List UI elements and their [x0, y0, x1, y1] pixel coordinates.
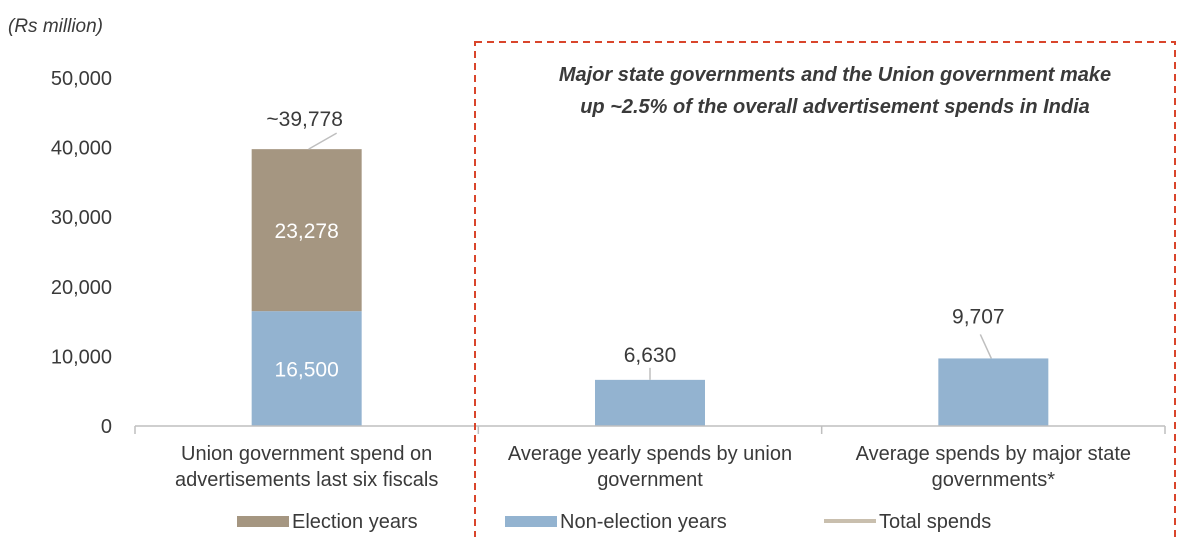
total-leader-lines: [308, 132, 993, 380]
bar-segment: [595, 379, 705, 426]
category-label-line: advertisements last six fiscals: [175, 469, 438, 491]
annotation-line-1: Major state governments and the Union go…: [559, 64, 1111, 86]
bar-segment: [251, 311, 362, 426]
y-tick-label: 50,000: [51, 68, 112, 90]
legend-label: Election years: [292, 511, 418, 533]
y-tick-label: 40,000: [51, 138, 112, 160]
bar-segment: [938, 358, 1049, 426]
bars: [251, 149, 1049, 426]
legend-label: Total spends: [879, 511, 991, 533]
legend-swatch: [505, 516, 557, 527]
y-tick-label: 10,000: [51, 346, 112, 368]
annotation-dashed-box: [474, 41, 1176, 537]
category-label-line: government: [597, 469, 703, 491]
x-axis-tick-marks: [134, 426, 1166, 434]
unit-label: (Rs million): [8, 16, 103, 37]
total-data-label: ~39,778: [266, 108, 343, 131]
legend: Election years Non-election years Total sp…: [237, 511, 991, 533]
category-label-line: Union government spend on: [181, 443, 432, 465]
total-data-label: 9,707: [952, 305, 1005, 328]
segment-data-label: 16,500: [275, 359, 339, 382]
category-labels: Union government spend on advertisements …: [175, 443, 1131, 491]
y-tick-label: 20,000: [51, 277, 112, 299]
annotation-line-2: up ~2.5% of the overall advertisement sp…: [580, 96, 1090, 118]
segment-data-label: 23,278: [275, 220, 339, 243]
category-label-line: Average spends by major state: [856, 443, 1131, 465]
y-tick-label: 0: [101, 416, 112, 438]
legend-swatch: [237, 516, 289, 527]
total-data-label: 6,630: [624, 344, 677, 367]
total-leader-line: [308, 132, 338, 150]
y-axis-ticks: 0 10,000 20,000 30,000 40,000 50,000: [51, 68, 112, 438]
legend-label: Non-election years: [560, 511, 727, 533]
category-label-line: Average yearly spends by union: [508, 443, 792, 465]
bar-segment: [251, 149, 362, 312]
y-tick-label: 30,000: [51, 207, 112, 229]
category-label-line: governments*: [932, 469, 1056, 491]
data-labels: 16,500 23,278 ~39,778 6,630 9,707: [266, 108, 1004, 381]
total-leader-line: [979, 334, 993, 359]
